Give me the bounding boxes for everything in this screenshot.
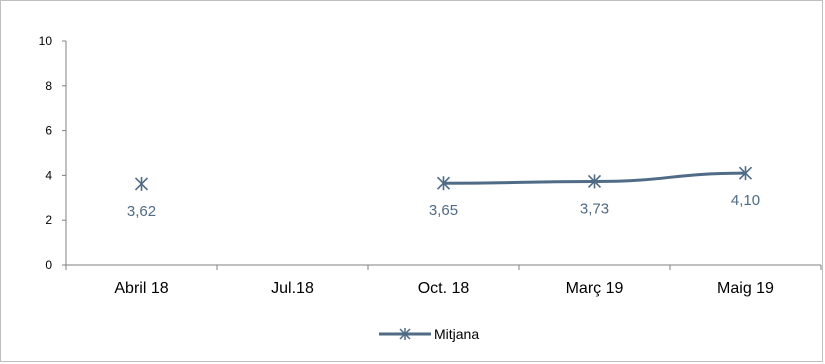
data-label: 3,62 (127, 203, 156, 220)
data-point (436, 176, 451, 191)
data-label: 4,10 (731, 192, 760, 209)
data-point (587, 174, 602, 189)
data-point (738, 166, 753, 181)
y-tick-label: 2 (45, 213, 52, 227)
y-tick-label: 6 (45, 124, 52, 138)
legend-label: Mitjana (434, 326, 479, 342)
y-tick-label: 8 (45, 79, 52, 93)
legend-marker (399, 328, 411, 340)
data-label: 3,73 (580, 200, 609, 217)
data-label: 3,65 (429, 202, 458, 219)
y-tick-label: 4 (45, 168, 52, 182)
x-tick-label: Oct. 18 (418, 280, 470, 297)
x-tick-label: Abril 18 (114, 280, 168, 297)
data-point (134, 176, 149, 191)
y-tick-label: 0 (45, 258, 52, 272)
x-tick-label: Jul.18 (271, 280, 314, 297)
legend: Mitjana (379, 326, 479, 342)
x-tick-label: Maig 19 (717, 280, 774, 297)
axes: 0 2 4 6 8 10 Abril 18 Jul.18 Oct. 18 Març 19 Maig … (39, 34, 822, 297)
y-tick-label: 10 (39, 34, 53, 48)
x-tick-label: Març 19 (566, 280, 624, 297)
series-marks: 3,62 3,65 3,73 4,10 (127, 166, 760, 220)
